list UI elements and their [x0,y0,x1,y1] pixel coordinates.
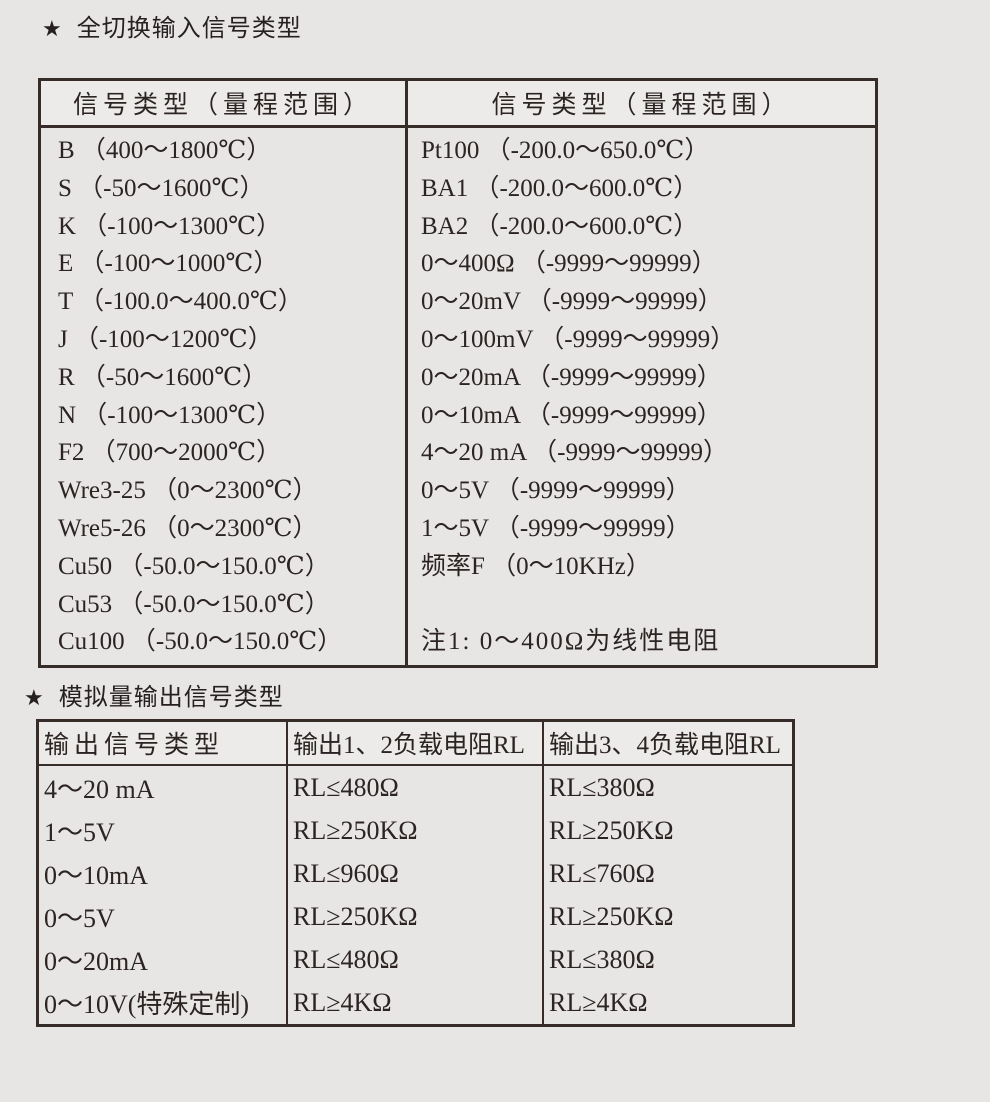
output-signal-cell: 0～20mA [39,938,288,981]
load-resistance-34-cell: RL≤760Ω [549,858,655,888]
load-resistance-12-cell: RL≥4KΩ [288,981,544,1024]
load-resistance-34-cell: RL≤380Ω [549,944,655,974]
load-resistance-34-cell: RL≥250KΩ [549,815,674,845]
input-table-header-row: 信号类型（量程范围） 信号类型（量程范围） [41,81,875,128]
output-table-header-rl34: 输出3、4负载电阻RL [549,732,781,759]
output-section-title: ★ 模拟量输出信号类型 [24,677,284,712]
signal-range-item: B （400～1800℃） [58,137,272,164]
output-signal-cell: 0～10mA [39,852,288,895]
load-resistance-34-cell: RL≥250KΩ [549,901,674,931]
input-table-left-column: B （400～1800℃） S （-50～1600℃） K （-100～1300… [41,128,408,666]
input-table-header-right: 信号类型（量程范围） [491,92,792,119]
table-row: 0～5V RL≥250KΩ RL≥250KΩ [39,895,792,938]
load-resistance-12-cell: RL≥250KΩ [288,895,544,938]
output-table-header-rl12: 输出1、2负载电阻RL [288,722,544,764]
table-row: 1～5V RL≥250KΩ RL≥250KΩ [39,809,792,852]
load-resistance-12-cell: RL≤960Ω [288,852,544,895]
load-resistance-12-cell: RL≤480Ω [288,766,544,809]
signal-range-item: Cu50 （-50.0～150.0℃） [58,552,330,580]
signal-range-item: 0～20mV （-9999～99999） [421,288,723,316]
input-signal-table: 信号类型（量程范围） 信号类型（量程范围） B （400～1800℃） S （-… [38,78,878,669]
blank-line [421,586,875,624]
signal-range-item: 0～5V （-9999～99999） [421,477,691,505]
signal-range-item: 0～400Ω （-9999～99999） [421,250,717,278]
table-row: 0～20mA RL≤480Ω RL≤380Ω [39,938,792,981]
input-section-title: ★ 全切换输入信号类型 [42,8,302,43]
signal-range-item: BA2 （-200.0～600.0℃） [421,212,699,240]
signal-range-item: 4～20 mA （-9999～99999） [421,439,728,467]
output-signal-cell: 4～20 mA [39,766,288,809]
output-signal-table: 输出信号类型 输出1、2负载电阻RL 输出3、4负载电阻RL 4～20 mA R… [36,719,795,1027]
output-section-title-text: 模拟量输出信号类型 [58,684,284,711]
signal-range-item: 0～10mA （-9999～99999） [421,401,722,429]
signal-range-item: 0～20mA （-9999～99999） [421,363,722,391]
load-resistance-34-cell: RL≥4KΩ [549,987,648,1017]
signal-range-item: R （-50～1600℃） [58,363,268,391]
signal-range-item: E （-100～1000℃） [58,250,279,278]
linear-resistance-note: 注1: 0～400Ω为线性电阻 [421,628,721,656]
signal-range-item: 0～100mV （-9999～99999） [421,325,736,353]
signal-range-item: K （-100～1300℃） [58,212,282,240]
signal-range-item: Pt100 （-200.0～650.0℃） [421,137,710,164]
output-signal-cell: 0～10V(特殊定制) [39,981,288,1024]
input-table-right-column: Pt100 （-200.0～650.0℃） BA1 （-200.0～600.0℃… [408,128,875,665]
signal-range-item: N （-100～1300℃） [58,401,282,429]
signal-range-item: F2 （700～2000℃） [58,439,282,467]
star-icon: ★ [24,685,45,710]
input-table-header-left: 信号类型（量程范围） [41,81,408,125]
signal-range-item: Wre3-25 （0～2300℃） [58,477,318,505]
signal-range-item: 频率F （0～10KHz） [421,552,651,580]
output-signal-cell: 1～5V [39,809,288,852]
table-row: 0～10V(特殊定制) RL≥4KΩ RL≥4KΩ [39,981,792,1024]
signal-range-item: BA1 （-200.0～600.0℃） [421,174,699,202]
star-icon: ★ [42,16,63,41]
load-resistance-12-cell: RL≥250KΩ [288,809,544,852]
output-signal-cell: 0～5V [39,895,288,938]
signal-range-item: 1～5V （-9999～99999） [421,514,691,542]
signal-range-item: Wre5-26 （0～2300℃） [58,514,318,542]
load-resistance-12-cell: RL≤480Ω [288,938,544,981]
table-row: 4～20 mA RL≤480Ω RL≤380Ω [39,766,792,809]
table-row: 0～10mA RL≤960Ω RL≤760Ω [39,852,792,895]
output-table-header-signal: 输出信号类型 [39,722,288,764]
signal-range-item: T （-100.0～400.0℃） [58,288,303,316]
signal-range-item: Cu53 （-50.0～150.0℃） [58,590,330,618]
load-resistance-34-cell: RL≤380Ω [549,772,655,802]
signal-range-item: S （-50～1600℃） [58,174,265,202]
input-table-body: B （400～1800℃） S （-50～1600℃） K （-100～1300… [41,128,875,666]
input-section-title-text: 全切换输入信号类型 [76,15,302,42]
signal-range-item: J （-100～1200℃） [58,325,273,353]
output-table-header-row: 输出信号类型 输出1、2负载电阻RL 输出3、4负载电阻RL [39,722,792,766]
signal-range-item: Cu100 （-50.0～150.0℃） [58,628,343,656]
